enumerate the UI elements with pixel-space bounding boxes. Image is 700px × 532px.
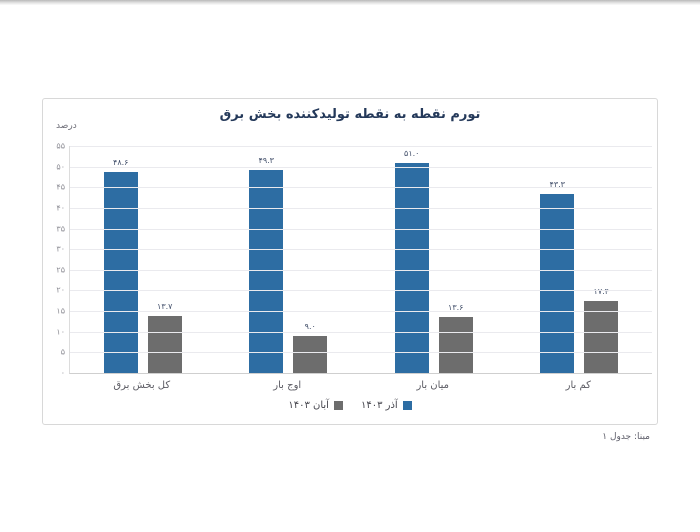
y-axis-tick-label: ۲۰ [56,285,65,295]
bar-secondary: ۱۳.۷ [147,302,182,373]
bar-primary: ۴۳.۳ [540,180,575,373]
y-axis-unit-label: درصد [56,121,77,131]
bar-group: ۴۳.۳ ۱۷.۴ [507,146,653,373]
bar-rect [394,162,429,373]
chart-title: تورم نقطه به نقطه تولیدکننده بخش برق [219,107,481,122]
chart-card: تورم نقطه به نقطه تولیدکننده بخش برق درص… [42,98,658,425]
legend-swatch [402,401,412,410]
bar-rect [584,301,619,373]
y-axis-tick-label: ۰ [60,368,65,378]
page-top-border [0,0,700,5]
bar-primary: ۵۱.۰ [394,149,429,373]
bar-groups: ۴۸.۶ ۱۳.۷ ۴۹.۳ ۹.۰ ۵۱.۰ ۱۳.۶ ۴۳.۳ ۱۷.۴ [70,146,652,373]
bar-group: ۴۹.۳ ۹.۰ [216,146,362,373]
x-axis-category-label: کم بار [565,380,591,391]
legend-swatch [333,401,343,410]
source-note: مبنا: جدول ۱ [602,432,650,442]
x-axis-category-label: میان بار [416,380,450,391]
bar-primary: ۴۹.۳ [249,156,284,373]
y-axis-tick-label: ۵ [60,347,65,357]
bar-primary: ۴۸.۶ [103,158,138,373]
bar-rect [293,335,328,373]
x-axis-labels: کل بخش برق اوج بار میان بار کم بار [69,380,651,391]
bar-value-label: ۴۸.۶ [113,158,129,168]
plot-area: ۴۸.۶ ۱۳.۷ ۴۹.۳ ۹.۰ ۵۱.۰ ۱۳.۶ ۴۳.۳ ۱۷.۴ ۰ ۵ ۱۰ ۱۵ ۲۰… [56,142,652,378]
y-axis-tick-label: ۳۵ [56,224,65,234]
bar-group: ۴۸.۶ ۱۳.۷ [70,146,216,373]
x-axis-category-label: اوج بار [273,380,302,391]
bar-value-label: ۱۳.۷ [157,302,173,312]
bar-secondary: ۱۷.۴ [584,287,619,373]
bar-rect [540,194,575,373]
legend-label: آذر ۱۴۰۳ [360,400,398,411]
x-axis-category-label: کل بخش برق [113,380,171,391]
bar-rect [147,316,182,373]
y-axis-tick-label: ۲۵ [56,265,65,275]
y-axis-tick-label: ۴۰ [56,203,65,213]
bar-secondary: ۹.۰ [293,322,328,373]
bar-value-label: ۴۹.۳ [258,155,274,165]
y-axis-tick-label: ۴۵ [56,182,65,192]
chart-legend: آذر ۱۴۰۳ آبان ۱۴۰۳ [43,400,657,411]
bar-secondary: ۱۳.۶ [438,303,473,373]
legend-entry: آبان ۱۴۰۳ [288,400,343,411]
legend-entry: آذر ۱۴۰۳ [361,400,412,411]
y-axis-tick-label: ۵۵ [56,141,65,151]
bar-value-label: ۵۱.۰ [404,148,420,158]
bar-rect [438,316,473,373]
y-axis-tick-label: ۱۵ [56,306,65,316]
y-axis-tick-label: ۳۰ [56,244,65,254]
bar-rect [103,172,138,373]
bar-rect [249,169,284,373]
legend-label: آبان ۱۴۰۳ [288,400,329,411]
bar-value-label: ۴۳.۳ [549,180,565,190]
bar-value-label: ۱۷.۴ [593,287,609,297]
y-axis-tick-label: ۵۰ [56,162,65,172]
bar-group: ۵۱.۰ ۱۳.۶ [361,146,507,373]
y-axis-tick-label: ۱۰ [56,327,65,337]
bar-value-label: ۱۳.۶ [448,302,464,312]
bar-value-label: ۹.۰ [304,321,316,331]
